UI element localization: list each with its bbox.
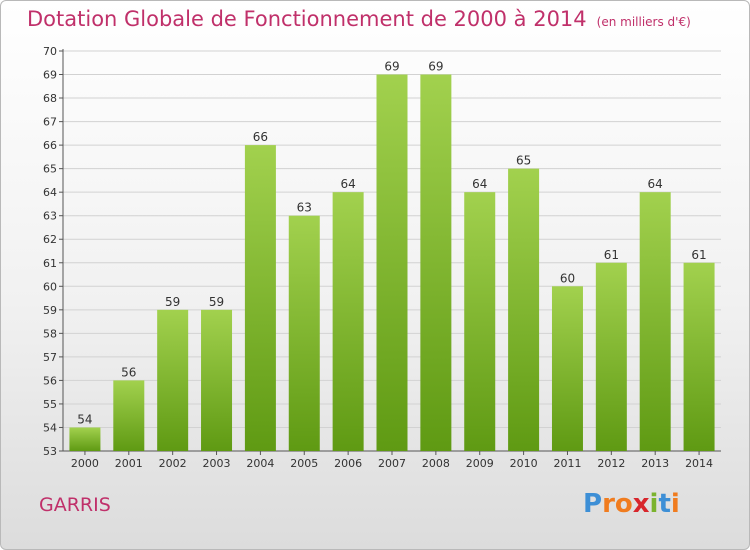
bar <box>332 192 364 452</box>
bar <box>244 145 276 451</box>
y-tick-label: 68 <box>43 92 57 105</box>
proxiti-logo: Proxiti <box>583 489 680 519</box>
bar <box>288 215 320 451</box>
y-tick-label: 58 <box>43 327 57 340</box>
chart-title-text: Dotation Globale de Fonctionnement de 20… <box>27 7 587 31</box>
x-tick-label: 2007 <box>378 457 406 470</box>
x-tick-label: 2000 <box>71 457 99 470</box>
data-label: 64 <box>472 177 487 191</box>
data-label: 61 <box>691 248 706 262</box>
data-label: 59 <box>165 295 180 309</box>
logo-letter: i <box>649 489 659 519</box>
x-tick-label: 2010 <box>510 457 538 470</box>
bar <box>376 74 408 451</box>
bar <box>201 309 233 451</box>
x-tick-label: 2002 <box>159 457 187 470</box>
logo-letter: r <box>602 489 615 519</box>
y-tick-label: 63 <box>43 210 57 223</box>
y-tick-label: 65 <box>43 163 57 176</box>
x-tick-label: 2003 <box>203 457 231 470</box>
logo-letter: i <box>670 489 680 519</box>
x-tick-label: 2004 <box>246 457 274 470</box>
data-label: 59 <box>209 295 224 309</box>
bar <box>157 309 189 451</box>
x-tick-label: 2009 <box>466 457 494 470</box>
data-label: 69 <box>384 60 399 74</box>
bar <box>508 168 540 451</box>
y-tick-label: 69 <box>43 69 57 82</box>
bar <box>464 192 496 452</box>
y-tick-label: 54 <box>43 421 57 434</box>
x-tick-labels: 2000 2001 2002 2003 2004 2005 2006 2007 2008 2009… <box>71 451 713 470</box>
data-label: 69 <box>428 60 443 74</box>
bar <box>683 262 715 451</box>
chart-unit: (en milliers d'€) <box>596 15 691 29</box>
data-label: 64 <box>340 177 355 191</box>
x-tick-label: 2008 <box>422 457 450 470</box>
y-tick-label: 55 <box>43 398 57 411</box>
y-tick-label: 67 <box>43 116 57 129</box>
x-tick-label: 2011 <box>553 457 581 470</box>
bar <box>420 74 452 451</box>
y-tick-label: 56 <box>43 374 57 387</box>
x-tick-label: 2001 <box>115 457 143 470</box>
data-label: 63 <box>297 201 312 215</box>
y-tick-label: 53 <box>43 445 57 458</box>
y-tick-label: 66 <box>43 139 57 152</box>
data-label: 66 <box>253 130 268 144</box>
x-tick-label: 2014 <box>685 457 713 470</box>
data-label: 54 <box>77 412 92 426</box>
data-label: 56 <box>121 365 136 379</box>
logo-letter: P <box>583 489 603 519</box>
logo-letter: o <box>614 489 633 519</box>
x-tick-label: 2012 <box>597 457 625 470</box>
y-tick-label: 62 <box>43 233 57 246</box>
y-tick-label: 61 <box>43 257 57 270</box>
y-tick-labels: 53 54 55 56 57 58 59 60 61 62 63 64 65 66 67 68 69 70 <box>43 45 57 458</box>
data-label: 65 <box>516 154 531 168</box>
bars <box>69 74 715 452</box>
data-label: 64 <box>648 177 663 191</box>
bar <box>551 286 583 451</box>
x-tick-label: 2005 <box>290 457 318 470</box>
bar <box>113 380 145 451</box>
chart-title: Dotation Globale de Fonctionnement de 20… <box>27 7 691 31</box>
y-tick-label: 60 <box>43 280 57 293</box>
bar <box>639 192 671 452</box>
bar <box>595 262 627 451</box>
data-labels: 54 56 59 59 66 63 64 69 69 64 65 60 61 64 61 <box>77 60 706 427</box>
x-tick-label: 2006 <box>334 457 362 470</box>
y-tick-label: 70 <box>43 45 57 58</box>
data-label: 61 <box>604 248 619 262</box>
y-tick-label: 57 <box>43 351 57 364</box>
y-tick-label: 64 <box>43 186 57 199</box>
data-label: 60 <box>560 271 575 285</box>
y-tick-label: 59 <box>43 304 57 317</box>
logo-letter: t <box>658 489 671 519</box>
bar <box>69 427 101 451</box>
place-name: GARRIS <box>39 494 111 516</box>
x-tick-label: 2013 <box>641 457 669 470</box>
logo-letter: x <box>632 489 650 519</box>
